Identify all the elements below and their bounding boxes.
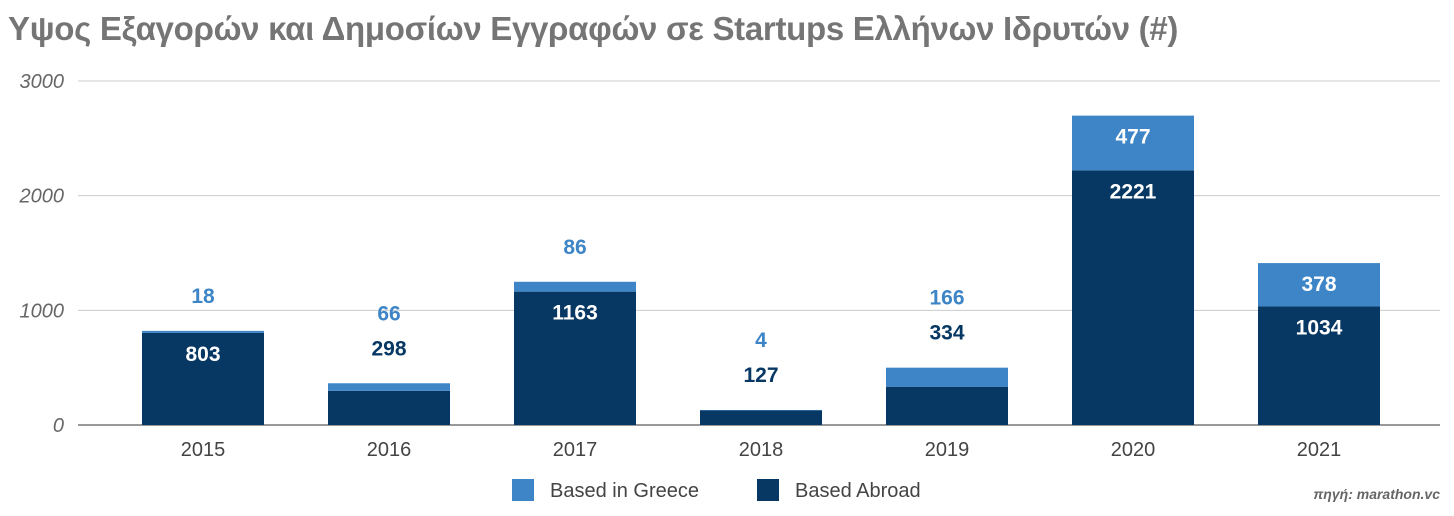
bar-based-in-greece [514, 281, 636, 292]
legend-label: Based in Greece [550, 480, 699, 502]
bar-based-abroad [886, 386, 1008, 425]
data-label-based-in-greece: 477 [1115, 126, 1150, 149]
y-tick-label: 3000 [20, 71, 65, 93]
x-tick-label: 2019 [925, 439, 970, 461]
legend-label: Based Abroad [795, 480, 921, 502]
x-tick-label: 2020 [1111, 439, 1156, 461]
data-label-based-abroad: 1163 [552, 302, 598, 325]
bar-based-in-greece [886, 367, 1008, 387]
data-label-based-in-greece: 66 [377, 302, 400, 325]
source-note: πηγή: marathon.vc [1313, 486, 1440, 502]
bar-based-abroad [700, 410, 822, 425]
data-label-based-abroad: 334 [929, 322, 964, 345]
bar-based-abroad [142, 332, 264, 425]
x-tick-label: 2021 [1297, 439, 1342, 461]
bar-based-in-greece [142, 330, 264, 333]
data-label-based-abroad: 2221 [1110, 180, 1157, 203]
data-label-based-in-greece: 4 [755, 329, 767, 352]
y-tick-label: 2000 [19, 186, 65, 208]
data-label-based-abroad: 803 [185, 343, 220, 366]
bar-based-abroad [328, 390, 450, 425]
data-label-based-in-greece: 166 [929, 287, 964, 310]
bar-based-abroad [1258, 306, 1380, 425]
data-label-based-abroad: 298 [371, 337, 406, 360]
x-tick-label: 2015 [181, 439, 226, 461]
legend-swatch [757, 479, 779, 501]
x-tick-label: 2016 [367, 439, 412, 461]
bar-based-in-greece [1072, 115, 1194, 171]
data-label-based-in-greece: 86 [563, 236, 586, 259]
y-tick-label: 1000 [20, 300, 65, 322]
x-tick-label: 2017 [553, 439, 598, 461]
data-label-based-in-greece: 378 [1301, 273, 1336, 296]
data-label-based-in-greece: 18 [191, 285, 215, 308]
bar-based-abroad [1072, 170, 1194, 425]
data-label-based-abroad: 127 [743, 364, 778, 387]
y-tick-label: 0 [53, 415, 64, 437]
legend-swatch [512, 479, 534, 501]
bar-based-in-greece [1258, 263, 1380, 307]
data-label-based-abroad: 1034 [1296, 316, 1343, 339]
chart-title: Υψος Εξαγορών και Δημοσίων Εγγραφών σε S… [8, 10, 1179, 47]
bar-based-in-greece [328, 383, 450, 391]
bar-based-abroad [514, 291, 636, 425]
x-tick-label: 2018 [739, 439, 784, 461]
